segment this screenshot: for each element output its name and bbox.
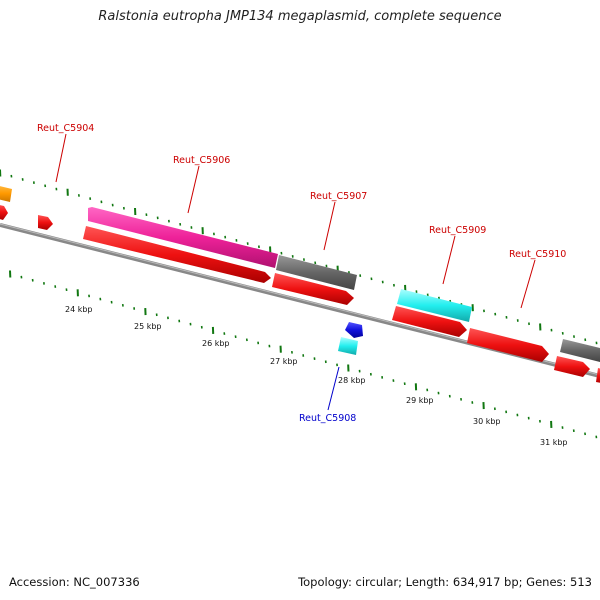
label-reut-c5907[interactable]: Reut_C5907 [310, 191, 367, 202]
inner-ruler [9, 270, 598, 439]
label-reut-c5909[interactable]: Reut_C5909 [429, 225, 486, 236]
label-reut-c5908[interactable]: Reut_C5908 [299, 413, 356, 424]
gene-blue-small[interactable] [345, 322, 363, 338]
genome-summary-text: Topology: circular; Length: 634,917 bp; … [298, 575, 592, 589]
kbp-label-29: 29 kbp [406, 396, 434, 405]
gene-gray-right[interactable] [560, 339, 600, 362]
kbp-label-27: 27 kbp [270, 357, 298, 366]
outer-ruler [0, 169, 598, 345]
gene-red-right-1[interactable] [554, 356, 590, 377]
map-title: Ralstonia eutropha JMP134 megaplasmid, c… [98, 9, 502, 24]
gene-reut-c5906[interactable] [88, 207, 278, 268]
kbp-label-28: 28 kbp [338, 376, 366, 385]
label-reut-c5904[interactable]: Reut_C5904 [37, 123, 94, 134]
gene-red-right-2[interactable] [596, 368, 600, 384]
gene-red-under-5909[interactable] [392, 306, 467, 337]
kbp-label-24: 24 kbp [65, 305, 93, 314]
kbp-label-31: 31 kbp [540, 438, 568, 447]
gene-red-under-5906[interactable] [83, 226, 271, 283]
kbp-label-26: 26 kbp [202, 339, 230, 348]
gene-reut-c5910[interactable] [467, 328, 549, 362]
accession-text: Accession: NC_007336 [9, 575, 140, 589]
leader-reut-c5908 [327, 366, 340, 411]
gene-reut-c5904[interactable] [38, 215, 53, 230]
kbp-label-30: 30 kbp [473, 417, 501, 426]
leader-reut-c5909 [442, 235, 456, 285]
label-leaders [55, 133, 536, 411]
label-reut-c5910[interactable]: Reut_C5910 [509, 249, 566, 260]
gene-features [0, 185, 600, 384]
gene-red-under-5907[interactable] [272, 273, 354, 305]
gene-reut-c5909[interactable] [397, 289, 472, 322]
leader-reut-c5904 [55, 133, 67, 183]
kbp-label-25: 25 kbp [134, 322, 162, 331]
leader-reut-c5906 [187, 165, 200, 214]
gene-red-left[interactable] [0, 204, 8, 220]
leader-reut-c5907 [323, 201, 336, 251]
leader-reut-c5910 [520, 259, 536, 309]
label-reut-c5906[interactable]: Reut_C5906 [173, 155, 230, 166]
gene-reut-c5908[interactable] [338, 337, 358, 355]
gene-orange-left[interactable] [0, 185, 12, 202]
gene-reut-c5907[interactable] [276, 255, 357, 290]
